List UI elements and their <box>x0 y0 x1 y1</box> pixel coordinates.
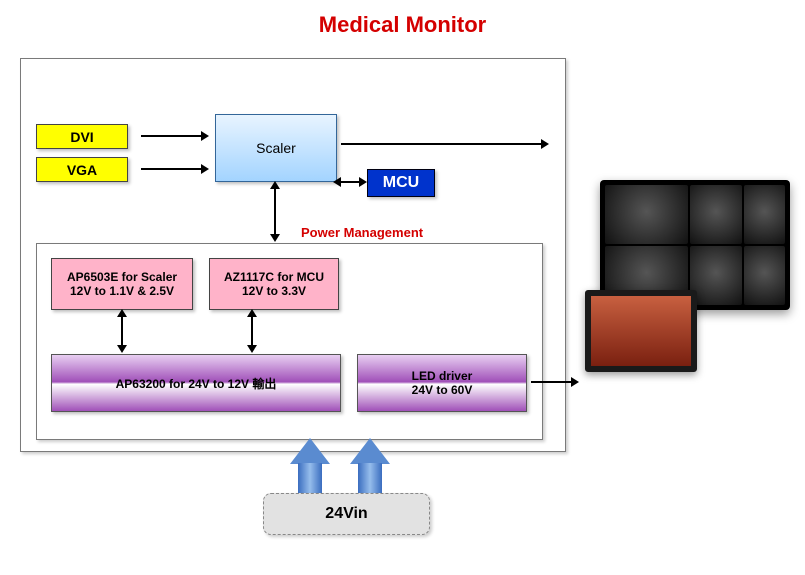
reg-ap6503e: AP6503E for Scaler 12V to 1.1V & 2.5V <box>51 258 193 310</box>
power-frame: AP6503E for Scaler 12V to 1.1V & 2.5V AZ… <box>36 243 543 440</box>
arrow-scaler-mcu <box>341 181 359 183</box>
vin-block: 24Vin <box>263 493 430 535</box>
arrow-vga-scaler <box>141 168 201 170</box>
arrow-scaler-out <box>341 143 541 145</box>
big-arrow-1 <box>290 438 330 493</box>
converter-ap63200: AP63200 for 24V to 12V 輸出 <box>51 354 341 412</box>
medical-monitor-small <box>585 290 697 372</box>
arrow-reg2-conv <box>251 317 253 345</box>
arrow-reg1-conv <box>121 317 123 345</box>
power-management-label: Power Management <box>301 225 423 240</box>
main-frame: DVI VGA Scaler MCU Power Management AP65… <box>20 58 566 452</box>
vga-block: VGA <box>36 157 128 182</box>
led-driver: LED driver 24V to 60V <box>357 354 527 412</box>
mcu-block: MCU <box>367 169 435 197</box>
arrow-dvi-scaler <box>141 135 201 137</box>
reg-az1117c: AZ1117C for MCU 12V to 3.3V <box>209 258 339 310</box>
diagram-title: Medical Monitor <box>0 12 805 38</box>
arrow-scaler-power <box>274 189 276 234</box>
scaler-block: Scaler <box>215 114 337 182</box>
arrow-led-out <box>531 381 571 383</box>
dvi-block: DVI <box>36 124 128 149</box>
big-arrow-2 <box>350 438 390 493</box>
